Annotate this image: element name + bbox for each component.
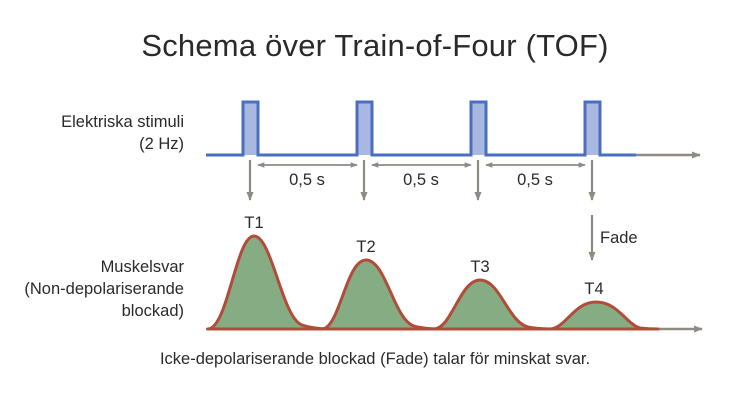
twitch-t4 [548,300,660,331]
stimulus-label-line1: Elektriska stimuli [61,113,184,131]
muscle-label-line3: blockad) [121,302,184,320]
twitch-label-t1: T1 [244,214,263,232]
interval-markers: 0,5 s 0,5 s 0,5 s [257,162,586,189]
stimulus-label-line2: (2 Hz) [139,135,184,153]
interval-label-1: 0,5 s [289,171,325,189]
stimulus-pulse-4 [585,102,600,155]
stimulus-pulse-2 [357,102,372,155]
fade-label: Fade [600,229,638,247]
interval-label-2: 0,5 s [403,171,439,189]
stimulus-pulse-1 [243,102,258,155]
twitch-label-t4: T4 [584,280,603,298]
twitch-label-t3: T3 [470,258,489,276]
diagram-caption: Icke-depolariserande blockad (Fade) tala… [159,350,591,368]
stimulus-pulse-3 [471,102,486,155]
twitch-label-t2: T2 [356,238,375,256]
pulse-train [206,100,636,157]
stimulus-response-arrows [246,160,596,201]
stimulus-waveform [206,100,636,157]
diagram-title: Schema över Train-of-Four (TOF) [141,28,609,63]
twitch-t2 [320,258,446,331]
interval-label-3: 0,5 s [517,171,553,189]
muscle-label-line1: Muskelsvar [100,258,184,276]
muscle-label-line2: (Non-depolariserande [24,280,184,298]
twitch-responses: T1 T2 T3 T4 [206,214,660,331]
muscle-response-label: Muskelsvar (Non-depolariserande blockad) [24,256,184,322]
twitch-t1 [206,234,334,331]
stimulus-label: Elektriska stimuli (2 Hz) [61,111,184,155]
twitch-t3 [432,278,558,331]
